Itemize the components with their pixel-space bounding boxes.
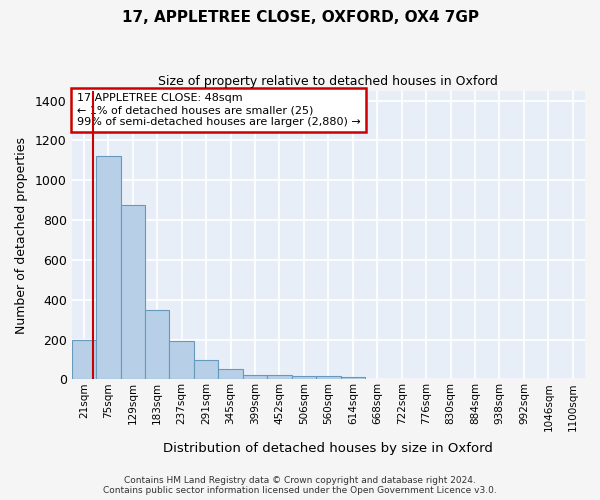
Bar xyxy=(267,374,292,380)
Bar xyxy=(341,377,365,380)
Bar xyxy=(121,205,145,380)
Bar xyxy=(316,376,341,380)
Text: Contains HM Land Registry data © Crown copyright and database right 2024.
Contai: Contains HM Land Registry data © Crown c… xyxy=(103,476,497,495)
Bar xyxy=(292,376,316,380)
Text: 17 APPLETREE CLOSE: 48sqm
← 1% of detached houses are smaller (25)
99% of semi-d: 17 APPLETREE CLOSE: 48sqm ← 1% of detach… xyxy=(77,94,361,126)
Bar xyxy=(218,368,243,380)
Bar xyxy=(243,374,267,380)
Bar xyxy=(194,360,218,380)
X-axis label: Distribution of detached houses by size in Oxford: Distribution of detached houses by size … xyxy=(163,442,493,455)
Y-axis label: Number of detached properties: Number of detached properties xyxy=(15,136,28,334)
Text: 17, APPLETREE CLOSE, OXFORD, OX4 7GP: 17, APPLETREE CLOSE, OXFORD, OX4 7GP xyxy=(121,10,479,25)
Bar xyxy=(169,341,194,380)
Title: Size of property relative to detached houses in Oxford: Size of property relative to detached ho… xyxy=(158,75,498,88)
Bar xyxy=(145,310,169,380)
Bar xyxy=(71,340,96,380)
Bar xyxy=(96,156,121,380)
